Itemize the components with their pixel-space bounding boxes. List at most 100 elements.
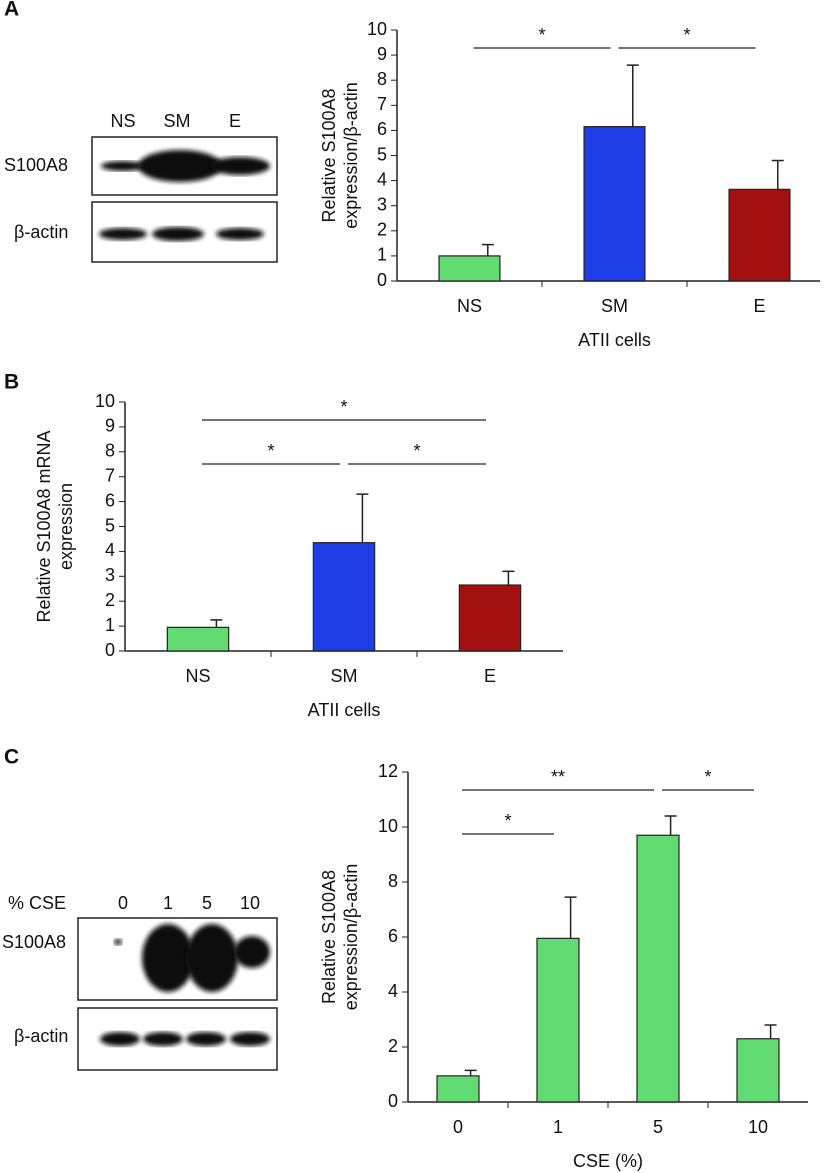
bar	[636, 834, 680, 1103]
blot-band	[230, 1032, 270, 1046]
y-tick-label: 1	[105, 615, 115, 635]
x-tick-label: SM	[331, 666, 358, 686]
y-axis-label-line: Relative S100A8 mRNA	[34, 430, 54, 622]
lane-label: 0	[118, 893, 128, 913]
blot-band	[152, 227, 204, 241]
bar	[458, 584, 522, 652]
y-tick-label: 5	[377, 144, 387, 164]
y-tick-label: 3	[377, 194, 387, 214]
y-tick-label: 0	[105, 640, 115, 660]
bar	[436, 1075, 480, 1103]
blot-band	[142, 924, 194, 992]
row-label: β-actin	[14, 222, 68, 242]
y-tick-label: 2	[388, 1036, 398, 1056]
x-tick-label: E	[753, 296, 765, 316]
lane-label: NS	[110, 111, 135, 131]
panel-label: C	[4, 746, 19, 769]
y-tick-label: 4	[388, 981, 398, 1001]
row-label: S100A8	[4, 155, 68, 175]
bar	[166, 626, 230, 652]
y-axis-label-line: expression/β-actin	[341, 82, 361, 228]
y-tick-label: 7	[377, 94, 387, 114]
y-axis-label-line: Relative S100A8	[319, 88, 339, 222]
blot-band	[234, 936, 270, 968]
lane-label: 1	[163, 893, 173, 913]
y-axis-label: Relative S100A8 mRNA expression	[34, 430, 76, 622]
blot-band	[100, 1032, 140, 1046]
x-tick-label: NS	[185, 666, 210, 686]
x-tick-label: 5	[653, 1117, 663, 1137]
x-tick-label: 1	[553, 1117, 563, 1137]
blot-band	[210, 157, 270, 175]
y-tick-label: 9	[105, 416, 115, 436]
x-tick-label: NS	[457, 296, 482, 316]
y-axis-label-line: expression/β-actin	[341, 864, 361, 1010]
y-tick-label: 7	[105, 465, 115, 485]
x-tick-label: 0	[453, 1117, 463, 1137]
lane-label: 10	[240, 893, 260, 913]
significance-label: *	[340, 397, 347, 417]
blot-band	[216, 228, 264, 240]
x-tick-label: E	[484, 666, 496, 686]
y-tick-label: 0	[377, 270, 387, 290]
y-tick-label: 2	[377, 220, 387, 240]
blot-band	[186, 1032, 226, 1046]
panel-label: A	[4, 0, 19, 21]
bar-chart: 0 1 2 3 4 5 6 7 8 9 10 Relative S100A8 expression/β-…	[319, 19, 820, 350]
y-tick-label: 10	[95, 391, 115, 411]
y-tick-label: 6	[105, 490, 115, 510]
y-tick-label: 6	[388, 926, 398, 946]
bar	[583, 126, 646, 282]
blot-band	[99, 228, 147, 240]
y-tick-label: 10	[367, 19, 387, 39]
y-axis-label-line: Relative S100A8	[319, 870, 339, 1004]
y-tick-label: 10	[378, 816, 398, 836]
blot-band	[101, 161, 145, 171]
panel-label: B	[4, 371, 19, 394]
y-tick-label: 4	[377, 169, 387, 189]
y-tick-label: 9	[377, 44, 387, 64]
lane-label: E	[229, 111, 241, 131]
y-tick-label: 5	[105, 515, 115, 535]
bar-chart: 0 1 2 3 4 5 6 7 8 9 10 Relative S100A8 mRNA expressi…	[34, 391, 563, 720]
western-blot: NS SM E S100A8 β-actin	[4, 111, 278, 263]
x-axis-label: ATII cells	[308, 700, 381, 720]
y-tick-label: 0	[388, 1091, 398, 1111]
y-tick-label: 8	[377, 69, 387, 89]
bar	[312, 542, 376, 652]
row-label: β-actin	[14, 1026, 68, 1046]
significance-label: *	[683, 25, 690, 45]
significance-label: **	[551, 767, 565, 787]
y-tick-label: 1	[377, 245, 387, 265]
y-tick-label: 12	[378, 761, 398, 781]
significance-label: *	[538, 25, 545, 45]
x-tick-label: SM	[601, 296, 628, 316]
x-tick-label: 10	[748, 1117, 768, 1137]
blot-band	[186, 924, 238, 992]
blot-band	[138, 150, 222, 182]
significance-label: *	[413, 441, 420, 461]
y-tick-label: 2	[105, 590, 115, 610]
y-tick-label: 8	[105, 441, 115, 461]
y-tick-label: 3	[105, 565, 115, 585]
x-axis-label: CSE (%)	[573, 1151, 643, 1171]
bar	[728, 188, 791, 282]
bar	[736, 1038, 780, 1103]
bar	[438, 255, 501, 282]
lane-label: 5	[202, 893, 212, 913]
significance-label: *	[267, 441, 274, 461]
lane-title: % CSE	[8, 893, 66, 913]
y-tick-label: 4	[105, 540, 115, 560]
significance-label: *	[504, 811, 511, 831]
significance-label: *	[704, 767, 711, 787]
y-axis-label-line: expression	[56, 483, 76, 570]
bar	[536, 937, 580, 1103]
blot-band	[114, 939, 122, 945]
y-tick-label: 8	[388, 871, 398, 891]
y-axis-label: Relative S100A8 expression/β-actin	[319, 864, 361, 1010]
y-tick-label: 6	[377, 119, 387, 139]
y-axis-label: Relative S100A8 expression/β-actin	[319, 82, 361, 228]
blot-band	[143, 1032, 183, 1046]
